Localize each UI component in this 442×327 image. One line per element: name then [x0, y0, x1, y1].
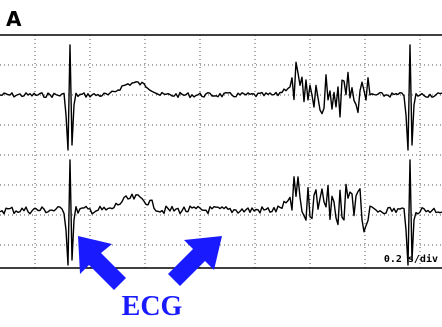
ecg-annotation: ECG	[122, 291, 183, 322]
trace-bottom	[0, 159, 442, 266]
panel-label: A	[6, 7, 22, 31]
arrow-left	[78, 236, 126, 290]
scale-label: 0.2 s/div	[384, 253, 438, 265]
arrow-right	[168, 236, 222, 286]
trace-top	[0, 44, 442, 151]
grid	[0, 35, 442, 268]
arrows	[78, 236, 222, 290]
